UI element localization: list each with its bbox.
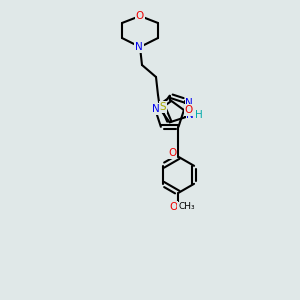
Text: N: N [185,98,193,108]
Text: O: O [168,148,177,158]
Text: O: O [185,105,193,115]
Text: H: H [196,110,203,120]
Text: O: O [136,11,144,21]
Text: CH₃: CH₃ [178,202,195,211]
Text: N: N [152,104,160,114]
Text: O: O [169,202,178,212]
Text: N: N [135,42,143,52]
Text: N: N [187,110,194,120]
Text: S: S [159,102,166,112]
